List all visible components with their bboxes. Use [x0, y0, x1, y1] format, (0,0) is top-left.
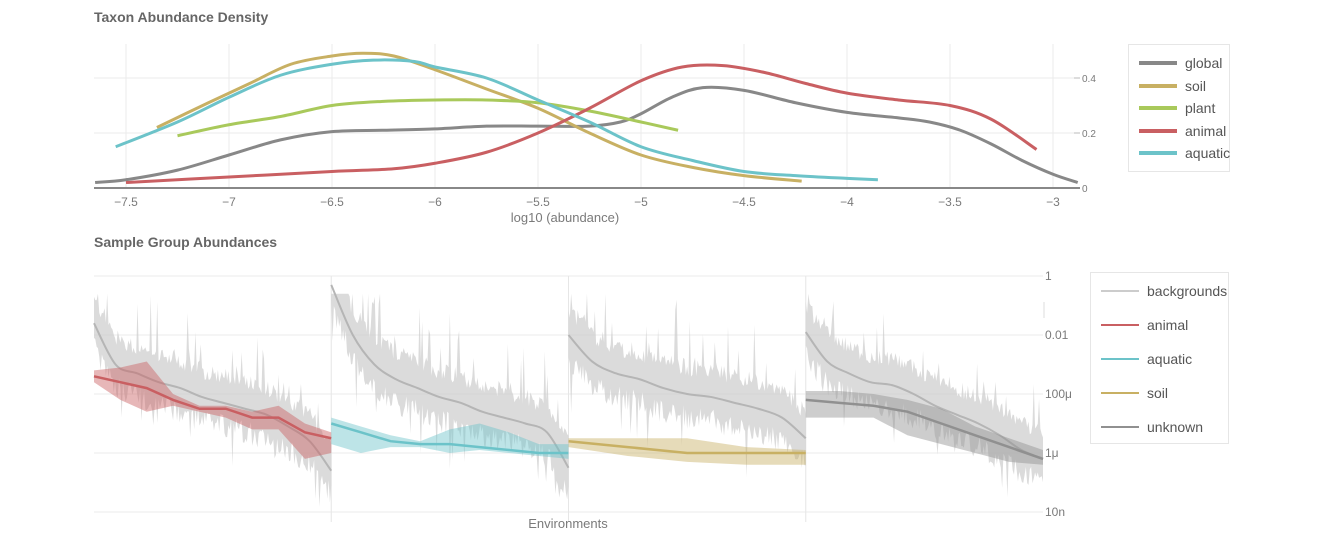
legend-swatch — [1139, 151, 1177, 155]
background-band-soil — [568, 293, 806, 478]
x-tick-label: −3.5 — [938, 195, 962, 209]
legend-label: aquatic — [1147, 351, 1193, 367]
density-line-global[interactable] — [94, 85, 1079, 184]
background-median-animal — [93, 322, 333, 472]
x-tick-label: −6.5 — [320, 195, 344, 209]
x-tick-label: −5 — [634, 195, 648, 209]
group-band-soil — [568, 438, 806, 465]
legend-label: backgrounds — [1147, 283, 1228, 299]
abundance-chart-title: Sample Group Abundances — [94, 234, 278, 250]
legend-swatch — [1139, 128, 1177, 133]
x-tick-label: −4 — [840, 195, 854, 209]
density-chart-title: Taxon Abundance Density — [94, 9, 269, 25]
x-tick-label: −7 — [222, 195, 236, 209]
density-line-aquatic[interactable] — [115, 58, 878, 182]
background-band-unknown — [805, 293, 1043, 498]
y-tick-label: 10n — [1045, 505, 1065, 519]
background-median-aquatic — [330, 284, 570, 469]
legend-item-aquatic[interactable]: aquatic — [1101, 349, 1192, 369]
x-tick-label: −7.5 — [114, 195, 138, 209]
density-legend: global soil plant animal aquatic — [1128, 44, 1230, 172]
x-tick-label: −3 — [1046, 195, 1060, 209]
y-tick-label: 0.2 — [1082, 129, 1096, 140]
legend-swatch — [1139, 61, 1177, 65]
density-line-animal[interactable] — [125, 63, 1038, 184]
density-line-plant[interactable] — [177, 98, 679, 138]
group-band-animal — [94, 361, 332, 459]
group-median-unknown[interactable] — [805, 398, 1044, 461]
y-tick-label: 1μ — [1045, 446, 1059, 460]
legend-label: plant — [1185, 100, 1216, 116]
legend-item-animal[interactable]: animal — [1101, 315, 1188, 335]
y-tick-label: 0.4 — [1082, 74, 1096, 85]
density-chart: −7.5 −7 −6.5 −6 −5.5 −5 −4.5 −4 −3.5 −3 0 0.2 0.4 lo… — [94, 44, 1096, 225]
x-tick-label: −4.5 — [732, 195, 756, 209]
legend-label: aquatic — [1185, 145, 1231, 161]
legend-label: soil — [1185, 77, 1207, 94]
legend-item-animal[interactable]: animal — [1139, 121, 1226, 141]
legend-swatch — [1101, 324, 1139, 326]
legend-swatch — [1101, 392, 1139, 394]
x-tick-label: −5.5 — [526, 195, 550, 209]
x-tick-label: −6 — [428, 195, 442, 209]
legend-label: global — [1185, 55, 1223, 71]
y-tick-label: 1 — [1045, 269, 1052, 283]
legend-item-soil[interactable]: soil — [1101, 383, 1168, 403]
legend-item-unknown[interactable]: unknown — [1101, 417, 1203, 437]
legend-swatch — [1139, 83, 1177, 88]
background-band-aquatic — [331, 293, 569, 500]
group-median-animal[interactable] — [93, 375, 332, 440]
x-axis-label-environments: Environments — [528, 516, 608, 531]
y-tick-label: 100μ — [1045, 387, 1072, 401]
legend-swatch — [1101, 426, 1139, 428]
y-tick-label: 0.01 — [1045, 328, 1069, 342]
background-median-unknown — [804, 331, 1044, 460]
legend-swatch — [1139, 106, 1177, 110]
x-axis-label: log10 (abundance) — [511, 210, 619, 225]
legend-item-global[interactable]: global — [1139, 53, 1222, 73]
legend-item-aquatic[interactable]: aquatic — [1139, 143, 1230, 163]
group-median-soil[interactable] — [568, 439, 806, 455]
abundance-legend: backgrounds animal aquatic soil unknown — [1090, 272, 1229, 444]
legend-label: soil — [1147, 385, 1169, 401]
group-band-unknown — [805, 391, 1043, 465]
legend-swatch — [1101, 290, 1139, 292]
legend-swatch — [1101, 358, 1139, 360]
legend-item-plant[interactable]: plant — [1139, 98, 1215, 118]
background-median-soil — [567, 334, 807, 440]
legend-item-soil[interactable]: soil — [1139, 76, 1206, 96]
y-tick-label: 0 — [1082, 184, 1088, 195]
legend-label: animal — [1185, 122, 1227, 139]
group-median-aquatic[interactable] — [330, 422, 569, 455]
legend-item-backgrounds[interactable]: backgrounds — [1101, 281, 1227, 301]
legend-label: unknown — [1147, 419, 1204, 435]
legend-label: animal — [1147, 317, 1189, 333]
group-band-aquatic — [331, 417, 569, 459]
density-line-soil[interactable] — [156, 51, 802, 183]
